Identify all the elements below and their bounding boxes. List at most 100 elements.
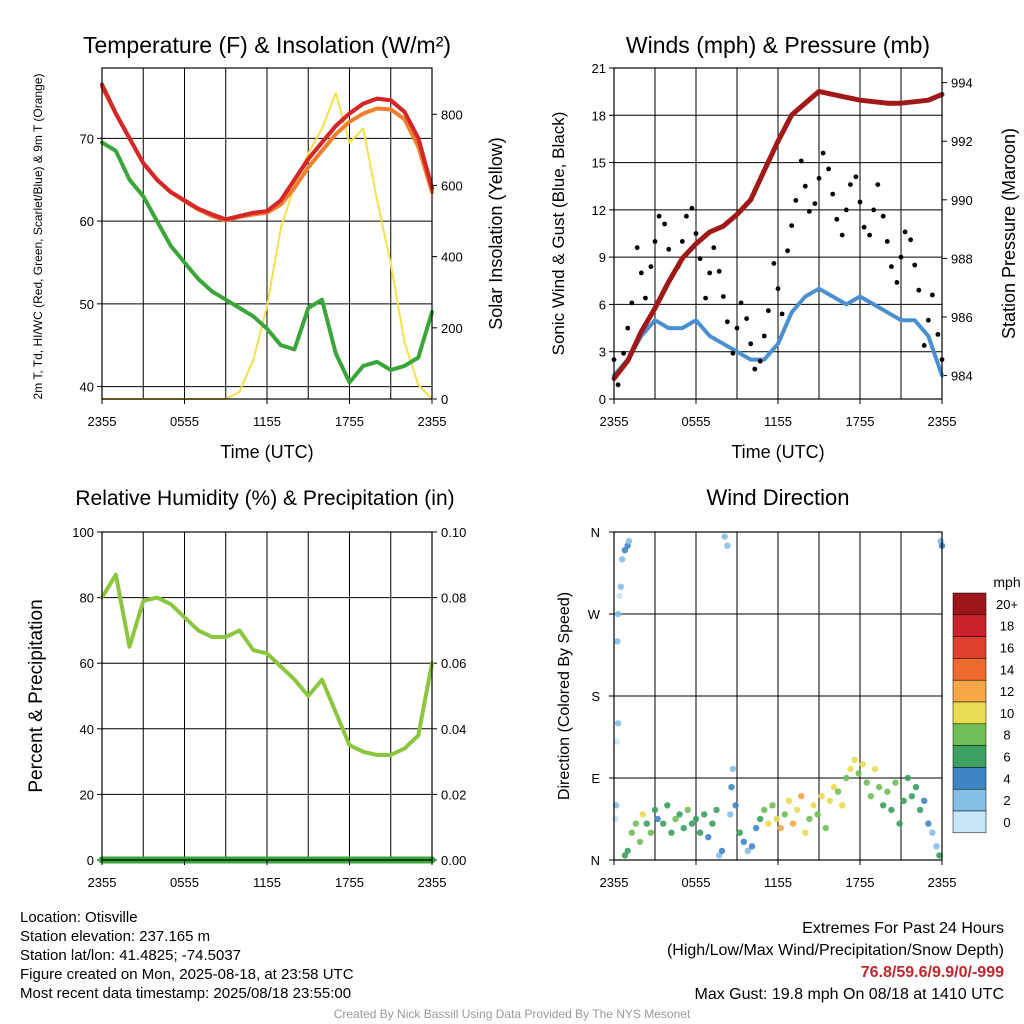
gust-point <box>880 213 886 219</box>
x-tick-label: 2355 <box>600 875 629 890</box>
direction-point <box>834 788 842 795</box>
direction-point <box>614 638 621 645</box>
direction-point <box>908 793 916 800</box>
direction-point <box>709 820 716 827</box>
x-axis-label: Time (UTC) <box>731 442 824 462</box>
station-info: Location: Otisville Station elevation: 2… <box>20 908 354 1003</box>
y-tick-label: E <box>591 771 600 786</box>
direction-point <box>867 793 875 800</box>
direction-point <box>793 806 801 814</box>
direction-point <box>696 829 704 836</box>
direction-point <box>843 774 850 782</box>
colorbar-label: 18 <box>1000 619 1014 634</box>
y-tick-label: W <box>588 607 601 622</box>
direction-point <box>818 793 825 800</box>
colorbar-label: 0 <box>1003 815 1010 830</box>
x-axis-label: Time (UTC) <box>220 442 313 462</box>
direction-point <box>806 815 813 823</box>
direction-point <box>732 802 739 809</box>
direction-point <box>896 820 903 827</box>
y-tick-label: S <box>591 689 600 704</box>
gust-point <box>720 294 726 299</box>
x-tick-label: 2355 <box>928 875 957 890</box>
chart-title-wind-direction: Wind Direction <box>706 485 849 510</box>
direction-point <box>900 797 907 804</box>
direction-point <box>721 533 728 540</box>
gust-point <box>848 182 853 188</box>
x-tick-label: 0555 <box>170 414 199 429</box>
gust-point <box>843 207 849 213</box>
series-sonic-wind <box>612 286 944 378</box>
gust-point <box>921 343 927 348</box>
gust-point <box>679 239 685 244</box>
gust-point <box>615 382 621 388</box>
direction-point <box>729 765 737 773</box>
gust-point <box>912 262 918 268</box>
direction-point <box>680 824 687 832</box>
colorbar-title: mph <box>993 574 1020 590</box>
gust-point <box>839 232 845 238</box>
y2-tick-label: 986 <box>951 310 973 325</box>
x-tick-label: 1755 <box>846 875 875 890</box>
gust-point <box>629 300 635 306</box>
direction-point <box>777 824 784 832</box>
y2-tick-label: 0.10 <box>441 525 466 540</box>
direction-point <box>761 806 768 814</box>
gust-point <box>648 264 654 269</box>
direction-point <box>863 779 870 786</box>
direction-point <box>636 838 644 845</box>
direction-point <box>724 542 731 549</box>
gust-point <box>752 366 758 372</box>
direction-point <box>628 829 635 836</box>
direction-point <box>643 820 650 827</box>
y-tick-label: 18 <box>592 108 606 123</box>
x-tick-label: 1755 <box>335 875 364 890</box>
gust-point <box>898 254 904 260</box>
colorbar-label: 10 <box>1000 706 1014 721</box>
x-tick-label: 2355 <box>418 875 447 890</box>
x-tick-label: 1155 <box>764 414 792 429</box>
gust-point <box>652 239 658 244</box>
direction-point <box>851 756 858 763</box>
direction-point <box>839 802 846 809</box>
direction-point <box>728 783 735 791</box>
gust-point <box>902 229 908 235</box>
gust-point <box>697 256 703 262</box>
x-tick-label: 1755 <box>846 414 875 429</box>
colorbar-swatch <box>952 788 987 812</box>
y-tick-label: N <box>591 853 600 868</box>
gust-point <box>738 300 744 306</box>
direction-point <box>672 815 679 823</box>
direction-point <box>718 847 726 855</box>
gust-point <box>857 199 863 205</box>
gust-point <box>894 280 900 285</box>
direction-point <box>684 806 691 814</box>
y-tick-label: 60 <box>80 214 94 229</box>
direction-point <box>614 610 622 618</box>
colorbar-label: 16 <box>1000 641 1014 656</box>
y-tick-label: 40 <box>80 380 94 395</box>
direction-point <box>912 783 920 791</box>
gust-point <box>789 223 795 229</box>
gust-point <box>730 350 736 356</box>
y-tick-label: 9 <box>599 250 606 265</box>
direction-point <box>688 820 696 827</box>
direction-point <box>798 793 805 800</box>
extremes-panel: Extremes For Past 24 Hours (High/Low/Max… <box>667 918 1004 1006</box>
gust-point <box>689 205 695 211</box>
gust-point <box>757 358 763 364</box>
gust-point <box>761 333 767 339</box>
colorbar-label: 2 <box>1003 793 1010 808</box>
y2-axis-label: Solar Insolation (Yellow) <box>486 137 506 329</box>
y-tick-label: 100 <box>72 525 94 540</box>
direction-point <box>752 824 760 832</box>
gust-point <box>684 213 689 219</box>
direction-point <box>871 765 879 773</box>
y-tick-label: 60 <box>80 656 94 671</box>
direction-point <box>625 537 633 545</box>
x-tick-label: 2355 <box>88 414 117 429</box>
direction-point <box>892 779 899 786</box>
direction-point <box>929 829 936 836</box>
credit-line: Created By Nick Bassill Using Data Provi… <box>333 1007 691 1021</box>
gust-point <box>666 246 672 252</box>
